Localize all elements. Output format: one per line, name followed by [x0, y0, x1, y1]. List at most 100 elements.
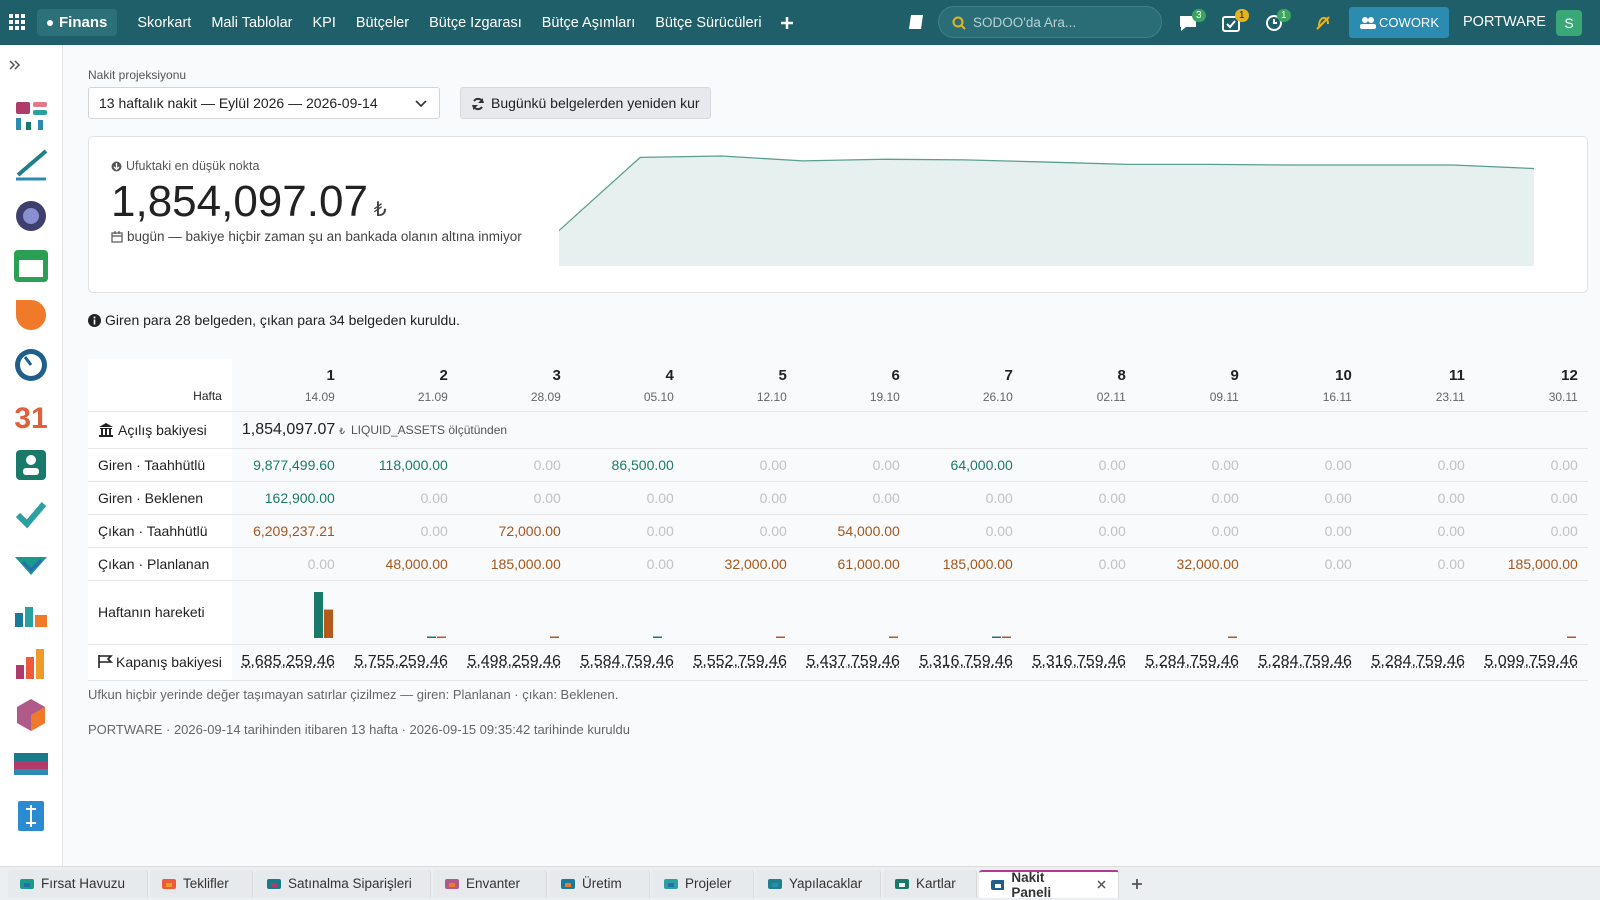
sparkline-area — [559, 156, 1534, 266]
flow-value: 0.00 — [683, 448, 797, 482]
menu: Skorkart Mali Tablolar KPI Bütçeler Bütçe Iz… — [137, 15, 761, 31]
outflow-bar — [436, 636, 446, 638]
menu-item[interactable]: Bütçe Izgarası — [429, 14, 522, 31]
tab-label: Üretim — [582, 876, 622, 891]
tab-label: Kartlar — [916, 876, 956, 891]
inflow-bar — [991, 636, 1001, 638]
app-icon[interactable] — [15, 613, 23, 627]
outflow-bar — [1566, 636, 1576, 638]
notify-icon[interactable] — [1314, 14, 1332, 32]
tab[interactable]: Teklifler — [150, 869, 253, 898]
app-icon[interactable] — [14, 753, 48, 761]
week-cell: 9 09.11 — [1135, 359, 1249, 412]
search-box[interactable]: SODOO'da Ara... — [938, 6, 1162, 38]
avatar[interactable]: S — [1556, 10, 1582, 36]
flow-value: 0.00 — [683, 481, 797, 515]
tab[interactable]: Fırsat Havuzu — [8, 869, 148, 898]
closing-value: 5,685,259.46 — [241, 653, 335, 670]
summary-heading: Ufuktaki en düşük nokta — [111, 159, 259, 173]
app-icon[interactable] — [15, 502, 47, 529]
refresh-icon — [472, 97, 484, 111]
closing-cell: 5,284,759.46 — [1361, 644, 1475, 681]
app-icon[interactable] — [16, 665, 24, 679]
app-icon[interactable] — [16, 300, 46, 330]
menu-item[interactable]: Skorkart — [137, 14, 192, 31]
week-date: 28.09 — [530, 390, 561, 404]
flow-value: 0.00 — [1248, 481, 1362, 515]
menu-item[interactable]: Bütçe Aşımları — [541, 14, 636, 31]
tab[interactable]: Yapılacaklar — [756, 869, 881, 898]
flow-value: 0.00 — [1248, 547, 1362, 581]
outflow-bar — [775, 636, 785, 638]
menu-item[interactable]: Mali Tablolar — [211, 14, 293, 31]
badge: 1 — [1235, 9, 1249, 22]
flow-value: 0.00 — [457, 481, 571, 515]
movement-bars — [888, 636, 898, 638]
tab[interactable]: Projeler — [652, 869, 754, 898]
week-number: 6 — [891, 367, 900, 384]
tab[interactable]: Nakit Paneli — [979, 869, 1119, 900]
tab-icon-b — [271, 882, 277, 887]
cowork-button[interactable]: COWORK — [1349, 7, 1449, 38]
movement-cell — [570, 580, 684, 645]
chat-icon[interactable] — [1178, 14, 1198, 32]
tab[interactable]: Kartlar — [883, 869, 977, 898]
add-menu[interactable] — [780, 16, 794, 30]
tab-icon-b — [449, 882, 455, 887]
app-icon[interactable] — [16, 149, 48, 177]
tab-icon — [561, 878, 575, 889]
flow-row: Çıkan · Planlanan 0.00 48,000.00 185,000.00… — [88, 547, 1588, 581]
app-switch[interactable]: Finans — [37, 9, 118, 36]
flow-value: 0.00 — [1361, 448, 1475, 482]
movement-cell — [231, 580, 345, 645]
movement-label: Haftanın hareketi — [88, 580, 232, 645]
movement-cell — [1248, 580, 1362, 645]
tab-icon — [162, 878, 176, 889]
flow-value: 185,000.00 — [909, 547, 1023, 581]
movement-bars — [549, 636, 559, 638]
tab[interactable]: Üretim — [549, 869, 650, 898]
week-date: 26.10 — [982, 390, 1013, 404]
opening-label-cell: Açılış bakiyesi — [88, 411, 232, 449]
flow-value: 0.00 — [570, 547, 684, 581]
inflow-bar — [426, 636, 436, 638]
rebuild-button[interactable]: Bugünkü belgelerden yeniden kur — [460, 87, 711, 119]
closing-cell: 5,316,759.46 — [1022, 644, 1136, 681]
menu-item[interactable]: KPI — [312, 14, 336, 31]
company[interactable]: PORTWARE — [1463, 14, 1546, 30]
opening-currency: ₺ — [339, 425, 345, 436]
tab-icon-b — [166, 882, 172, 887]
flow-value: 0.00 — [1248, 448, 1362, 482]
tab-close[interactable] — [1097, 880, 1106, 889]
opening-source: LIQUID_ASSETS ölçütünden — [351, 422, 508, 437]
app-icon[interactable] — [15, 557, 47, 575]
week-cell: 4 05.10 — [570, 359, 684, 412]
apps-icon[interactable] — [9, 14, 25, 30]
projection-select[interactable]: 13 haftalık nakit — Eylül 2026 — 2026-09… — [88, 87, 440, 119]
closing-value: 5,584,759.46 — [580, 653, 674, 670]
summary-note-box: bugün — bakiye hiçbir zaman şu an bankad… — [111, 229, 522, 244]
activity-icon[interactable] — [1222, 14, 1240, 32]
add-tab[interactable] — [1131, 878, 1143, 890]
week-date: 16.11 — [1322, 390, 1352, 404]
tab[interactable]: Satınalma Siparişleri — [255, 869, 431, 898]
inflow-bar — [652, 636, 662, 638]
sparkline — [559, 155, 1535, 266]
flow-value: 0.00 — [1022, 547, 1136, 581]
flow-value: 0.00 — [1248, 514, 1362, 548]
tab[interactable]: Envanter — [433, 869, 547, 898]
meta: PORTWARE · 2026-09-14 tarihinden itibare… — [88, 722, 630, 737]
menu-item[interactable]: Bütçe Sürücüleri — [655, 14, 762, 31]
calendar-icon[interactable]: 31 — [14, 402, 47, 435]
flow-value: 72,000.00 — [457, 514, 571, 548]
book-icon[interactable] — [907, 13, 925, 31]
timer-icon[interactable] — [1265, 14, 1283, 32]
week-date: 09.11 — [1209, 390, 1239, 404]
movement-bars — [1362, 581, 1475, 644]
app-icon[interactable] — [16, 102, 47, 130]
movement-row: Haftanın hareketi — [88, 580, 1588, 645]
week-number: 4 — [665, 367, 674, 384]
menu-item[interactable]: Bütçeler — [355, 14, 410, 31]
week-number: 3 — [552, 367, 561, 384]
